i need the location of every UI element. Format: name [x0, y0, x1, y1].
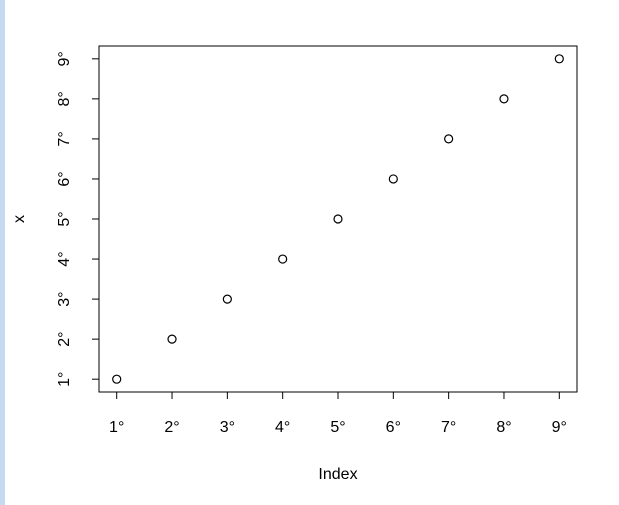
x-tick-label: 3° [220, 419, 235, 436]
point [333, 214, 343, 224]
x-tick-label: 9° [552, 419, 567, 436]
y-tick-label: 1° [56, 372, 73, 387]
x-tick-label: 4° [275, 419, 290, 436]
x-tick-label: 6° [386, 419, 401, 436]
y-tick-label: 2° [56, 331, 73, 346]
x-tick-label: 2° [164, 419, 179, 436]
y-tick-label: 4° [56, 251, 73, 266]
point [167, 334, 177, 344]
y-tick-label: 5° [56, 211, 73, 226]
y-tick-label: 3° [56, 291, 73, 306]
x-tick-label: 8° [496, 419, 511, 436]
point [554, 54, 564, 64]
plot-box [98, 45, 578, 393]
point [388, 174, 398, 184]
window-edge [0, 0, 5, 505]
point [499, 94, 509, 104]
x-tick-label: 7° [441, 419, 456, 436]
y-tick-label: 7° [56, 131, 73, 146]
y-tick-label: 8° [56, 91, 73, 106]
y-tick-label: 6° [56, 171, 73, 186]
y-tick-label: 9° [56, 51, 73, 66]
x-axis-label: Index [318, 466, 357, 483]
y-axis-label: x [11, 215, 28, 223]
x-tick-label: 1° [109, 419, 124, 436]
point [278, 254, 288, 264]
point [112, 374, 122, 384]
x-tick-label: 5° [330, 419, 345, 436]
point [222, 294, 232, 304]
point [444, 134, 454, 144]
